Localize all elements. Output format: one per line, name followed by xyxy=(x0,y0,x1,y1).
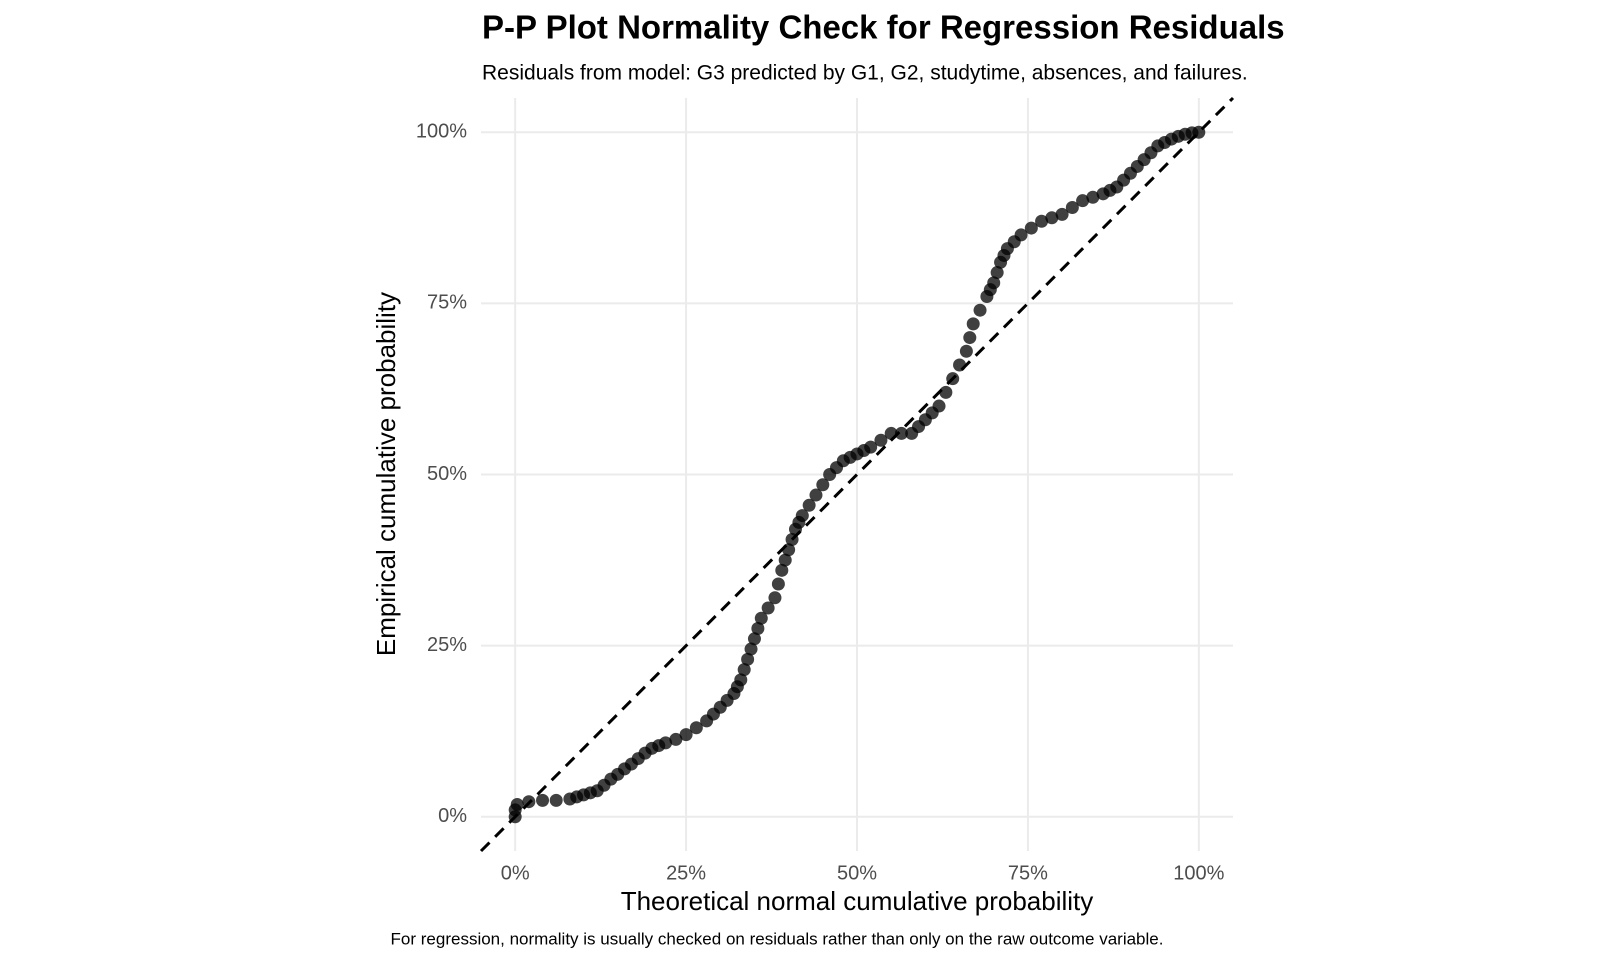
point xyxy=(973,303,987,317)
point xyxy=(894,426,908,440)
point xyxy=(953,358,967,372)
x-tick-label: 0% xyxy=(501,862,530,884)
point xyxy=(1055,207,1069,221)
y-tick-label: 0% xyxy=(438,805,467,827)
point xyxy=(744,642,758,656)
point xyxy=(932,399,946,413)
point xyxy=(768,591,782,605)
x-tick-label: 75% xyxy=(1008,862,1048,884)
point xyxy=(1014,228,1028,242)
y-tick-label: 75% xyxy=(427,292,467,314)
point xyxy=(761,601,775,615)
point xyxy=(536,793,550,807)
x-tick-label: 50% xyxy=(837,862,877,884)
point xyxy=(689,721,703,735)
x-tick-label: 25% xyxy=(666,862,706,884)
point xyxy=(741,652,755,666)
point xyxy=(778,553,792,567)
point xyxy=(939,385,953,399)
point xyxy=(874,433,888,447)
point xyxy=(987,276,1001,290)
point xyxy=(864,440,878,454)
y-tick-label: 50% xyxy=(427,463,467,485)
point xyxy=(751,622,765,636)
caption: For regression, normality is usually che… xyxy=(391,929,1164,948)
point xyxy=(1086,190,1100,204)
point xyxy=(754,611,768,625)
point xyxy=(809,488,823,502)
point xyxy=(795,509,809,523)
point xyxy=(1035,214,1049,228)
y-tick-label: 25% xyxy=(427,634,467,656)
point xyxy=(1076,194,1090,208)
point xyxy=(959,344,973,358)
point xyxy=(669,732,683,746)
x-axis-label: Theoretical normal cumulative probabilit… xyxy=(621,886,1094,916)
y-axis-label: Empirical cumulative probability xyxy=(371,292,401,656)
point xyxy=(1024,221,1038,235)
point xyxy=(1045,211,1059,225)
y-tick-label: 100% xyxy=(416,121,467,143)
point xyxy=(510,797,524,811)
point xyxy=(549,793,563,807)
point xyxy=(775,563,789,577)
point xyxy=(747,632,761,646)
point xyxy=(990,266,1004,280)
x-tick-label: 100% xyxy=(1173,862,1224,884)
point xyxy=(963,331,977,345)
point xyxy=(771,577,785,591)
point xyxy=(802,498,816,512)
reference-line xyxy=(479,96,1235,853)
chart-subtitle: Residuals from model: G3 predicted by G1… xyxy=(482,62,1248,85)
point xyxy=(737,663,751,677)
point xyxy=(679,728,693,742)
point xyxy=(659,736,673,750)
point xyxy=(966,317,980,331)
point xyxy=(1065,201,1079,215)
point xyxy=(734,673,748,687)
point xyxy=(816,478,830,492)
chart-title: P-P Plot Normality Check for Regression … xyxy=(482,9,1285,46)
